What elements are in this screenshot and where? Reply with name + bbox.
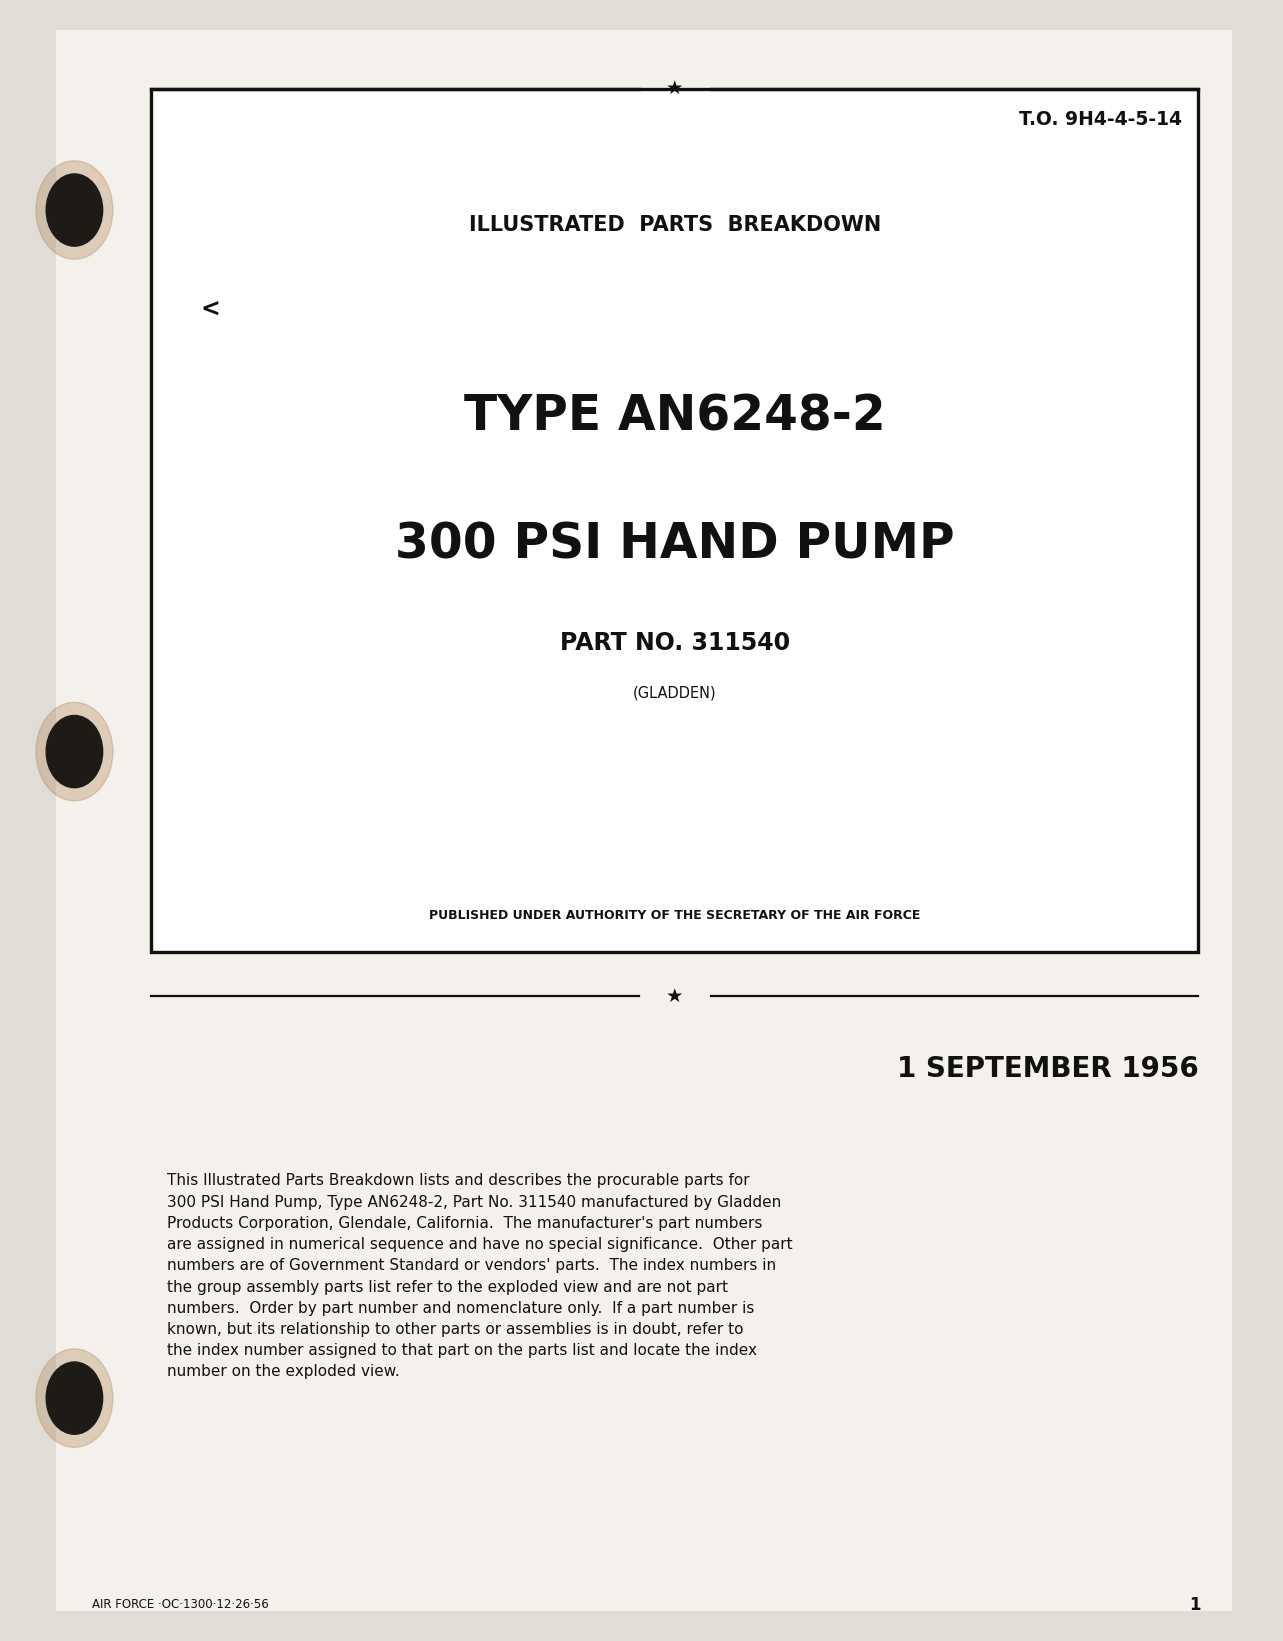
FancyBboxPatch shape: [56, 30, 1232, 1611]
Text: ★: ★: [666, 986, 684, 1006]
Circle shape: [46, 174, 103, 246]
Text: ★: ★: [666, 79, 684, 98]
Circle shape: [36, 702, 113, 801]
Text: PUBLISHED UNDER AUTHORITY OF THE SECRETARY OF THE AIR FORCE: PUBLISHED UNDER AUTHORITY OF THE SECRETA…: [430, 909, 920, 922]
Circle shape: [36, 161, 113, 259]
Text: PART NO. 311540: PART NO. 311540: [559, 632, 790, 655]
Text: 1 SEPTEMBER 1956: 1 SEPTEMBER 1956: [897, 1055, 1198, 1083]
Bar: [151, 89, 1198, 952]
Text: AIR FORCE ·OC·1300·12·26·56: AIR FORCE ·OC·1300·12·26·56: [92, 1598, 269, 1611]
Text: ILLUSTRATED  PARTS  BREAKDOWN: ILLUSTRATED PARTS BREAKDOWN: [468, 215, 881, 235]
Text: <: <: [200, 299, 219, 322]
Circle shape: [46, 1362, 103, 1434]
Circle shape: [36, 1349, 113, 1447]
Text: This Illustrated Parts Breakdown lists and describes the procurable parts for
30: This Illustrated Parts Breakdown lists a…: [167, 1173, 793, 1380]
Text: T.O. 9H4-4-5-14: T.O. 9H4-4-5-14: [1019, 110, 1182, 130]
Text: TYPE AN6248-2: TYPE AN6248-2: [464, 392, 885, 441]
Circle shape: [46, 715, 103, 788]
Text: 300 PSI HAND PUMP: 300 PSI HAND PUMP: [395, 520, 955, 569]
Text: (GLADDEN): (GLADDEN): [633, 684, 717, 701]
Text: 1: 1: [1189, 1597, 1201, 1613]
